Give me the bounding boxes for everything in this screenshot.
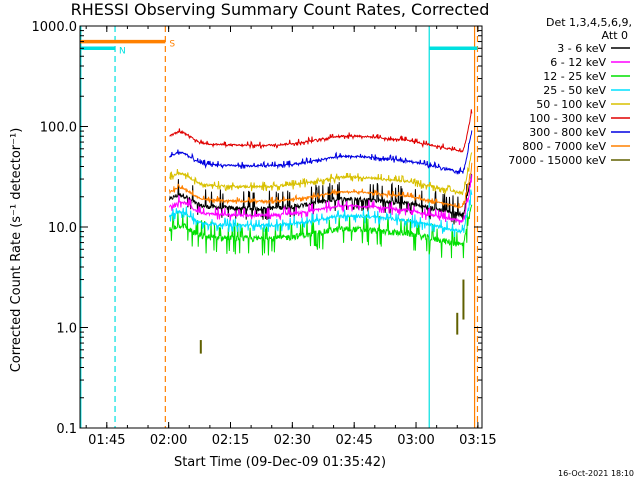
- x-tick-label: 02:15: [212, 433, 249, 448]
- series-trace: [169, 130, 473, 175]
- legend-label: 50 - 100 keV: [536, 98, 606, 111]
- x-tick-label: 03:15: [459, 433, 496, 448]
- legend-label: 300 - 800 keV: [529, 126, 606, 139]
- footer-date: 16-Oct-2021 18:10: [558, 469, 634, 478]
- y-tick-label: 1000.0: [32, 20, 78, 35]
- y-tick-label: 100.0: [40, 121, 77, 136]
- legend-label: 800 - 7000 keV: [522, 140, 606, 153]
- axes: 01:45 02:00 02:15 02:30 02:45 03:00 03:15 0.1 1.…: [32, 20, 497, 448]
- y-axis-label: Corrected Count Rate (s⁻¹ detector⁻¹): [9, 128, 24, 373]
- y-tick-label: 1.0: [56, 322, 77, 337]
- legend-label: 25 - 50 keV: [543, 84, 606, 97]
- legend-label: 6 - 12 keV: [550, 56, 606, 69]
- legend-label: 3 - 6 keV: [557, 42, 606, 55]
- x-tick-label: 02:45: [335, 433, 372, 448]
- chart-title: RHESSI Observing Summary Count Rates, Co…: [71, 0, 490, 19]
- x-tick-label: 03:00: [397, 433, 434, 448]
- series-trace: [169, 162, 473, 209]
- flag-label: N: [119, 46, 126, 56]
- x-axis-label: Start Time (09-Dec-09 01:35:42): [174, 455, 386, 470]
- chart-marks: [169, 109, 473, 354]
- x-tick-label: 02:30: [274, 433, 311, 448]
- series-trace: [169, 173, 473, 225]
- series-trace: [169, 109, 473, 153]
- y-tick-label: 10.0: [48, 221, 77, 236]
- series-trace: [169, 174, 473, 226]
- legend-header-2: Att 0: [602, 29, 628, 42]
- y-tick-label: 0.1: [56, 422, 77, 437]
- flag-label: S: [169, 40, 175, 50]
- series-trace: [169, 204, 473, 259]
- legend-label: 100 - 300 keV: [529, 112, 606, 125]
- series-trace: [169, 152, 473, 196]
- x-tick-label: 02:00: [150, 433, 187, 448]
- legend-label: 12 - 25 keV: [543, 70, 606, 83]
- legend-label: 7000 - 15000 keV: [508, 154, 606, 167]
- series-trace: [169, 189, 473, 238]
- x-tick-label: 01:45: [88, 433, 125, 448]
- legend-header-1: Det 1,3,4,5,6,9,: [546, 16, 632, 29]
